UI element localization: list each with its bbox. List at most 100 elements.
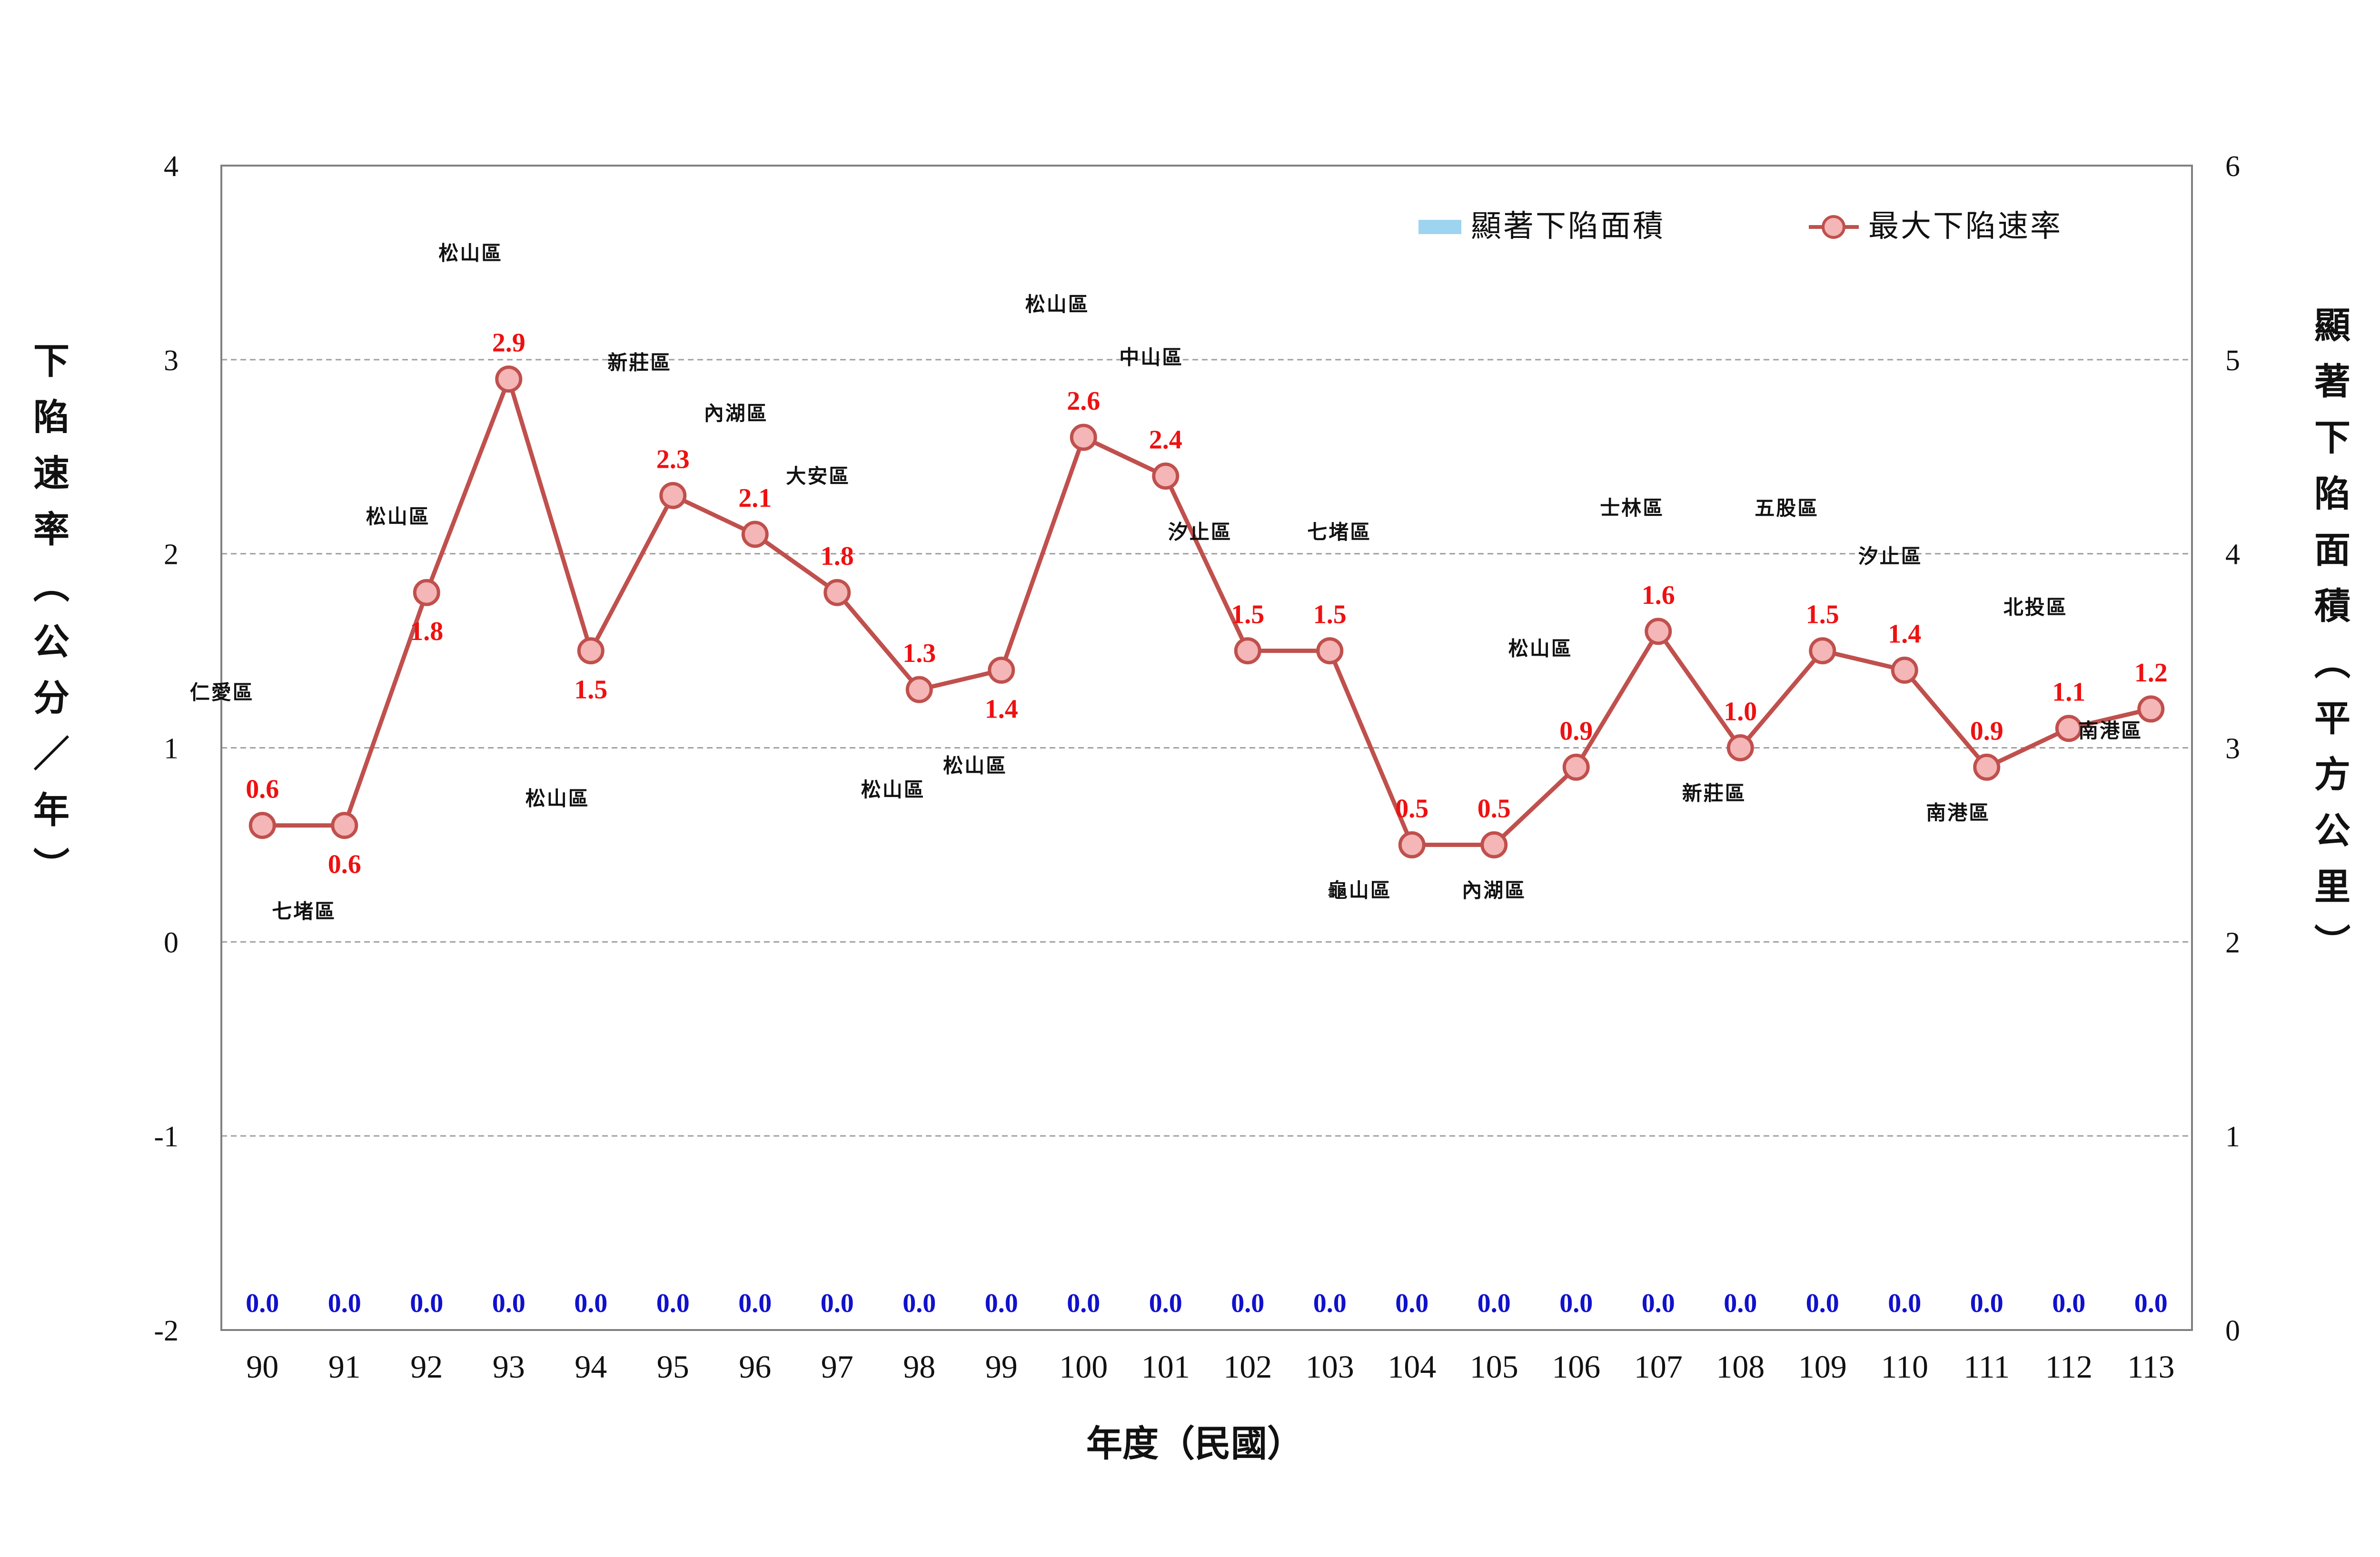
district-label: 汐止區 [1168,522,1232,544]
right-axis-title: 顯著下陷面積︵平方公里︶ [2314,306,2350,964]
district-label: 松山區 [1025,294,1090,316]
area-value-label: 0.0 [1559,1289,1593,1318]
rate-point [1234,637,1261,665]
area-value-label: 0.0 [1067,1289,1100,1318]
rate-point [248,812,276,839]
x-tick-label: 113 [2127,1349,2174,1385]
rate-value-label: 1.5 [1806,600,1839,630]
y2-tick-label: 2 [2225,926,2240,959]
x-axis-title: 年度（民國） [1086,1424,1303,1464]
area-value-label: 0.0 [1149,1289,1182,1318]
area-value-label: 0.0 [2052,1289,2085,1318]
area-value-label: 0.0 [1806,1289,1839,1318]
y2-tick-label: 6 [2225,150,2240,183]
rate-value-label: 1.2 [2134,658,2168,688]
district-label: 松山區 [1508,638,1573,660]
rate-point [1070,424,1097,451]
x-tick-label: 105 [1470,1349,1518,1385]
rate-value-label: 1.8 [821,542,854,571]
y-tick-label: -2 [154,1315,178,1347]
rate-point [413,579,440,606]
rate-value-label: 2.6 [1067,386,1100,416]
y2-tick-label: 0 [2225,1315,2240,1347]
rate-point [823,579,851,606]
district-label: 南港區 [1926,802,1990,824]
x-tick-label: 101 [1141,1349,1190,1385]
y-tick-label: 1 [164,733,178,765]
legend-rate-marker [1822,215,1845,239]
district-label: 龜山區 [1328,879,1392,902]
area-value-label: 0.0 [656,1289,690,1318]
rate-point [1973,753,2001,781]
district-label: 士林區 [1600,497,1664,520]
rate-value-label: 0.6 [328,850,361,879]
y2-tick-label: 5 [2225,345,2240,377]
rate-line [262,377,2152,847]
district-label: 南港區 [2078,720,2142,742]
x-tick-label: 91 [328,1349,361,1385]
x-tick-label: 99 [985,1349,1018,1385]
area-value-label: 0.0 [410,1289,443,1318]
area-value-label: 0.0 [246,1289,279,1318]
plot-area [220,165,2193,1331]
x-tick-label: 110 [1881,1349,1928,1385]
rate-point [1809,637,1836,665]
rate-point [577,637,605,665]
rate-value-label: 0.9 [1970,716,2003,746]
x-tick-label: 104 [1388,1349,1436,1385]
x-tick-label: 111 [1964,1349,2010,1385]
rate-value-label: 1.4 [985,694,1018,724]
rate-value-label: 2.3 [656,444,690,474]
area-value-label: 0.0 [1724,1289,1757,1318]
x-tick-label: 100 [1059,1349,1108,1385]
district-label: 松山區 [366,506,430,528]
district-label: 仁愛區 [190,682,254,704]
district-label: 松山區 [438,243,503,265]
rate-value-label: 1.0 [1724,697,1757,727]
area-value-label: 0.0 [1478,1289,1511,1318]
area-value-label: 0.0 [1642,1289,1675,1318]
district-label: 七堵區 [272,901,336,923]
district-label: 北投區 [2003,597,2068,619]
rate-point [988,656,1015,684]
x-tick-label: 94 [575,1349,607,1385]
left-axis-ticks: 4 3 2 1 0 -1 -2 [154,150,178,1347]
rate-value-label: 0.9 [1559,716,1593,746]
x-tick-label: 108 [1716,1349,1765,1385]
district-label: 七堵區 [1307,522,1371,544]
y-tick-label: 0 [164,926,178,959]
y2-tick-label: 1 [2225,1121,2240,1153]
district-labels: 仁愛區七堵區松山區松山區松山區新莊區內湖區大安區松山區松山區松山區中山區汐止區七… [190,243,2142,923]
area-value-label: 0.0 [492,1289,526,1318]
area-value-label: 0.0 [985,1289,1018,1318]
x-tick-label: 109 [1798,1349,1847,1385]
district-label: 新莊區 [607,352,672,374]
area-value-label: 0.0 [902,1289,936,1318]
rate-value-label: 1.3 [902,639,936,668]
x-axis-ticks: 90 91 92 93 94 95 96 97 98 99 100 101 102 103 104 105 10… [246,1349,2174,1385]
rate-value-label: 1.8 [410,617,443,646]
rate-value-label: 2.4 [1149,425,1182,455]
district-label: 內湖區 [704,403,768,425]
y-tick-label: -1 [154,1121,178,1153]
x-tick-label: 102 [1223,1349,1272,1385]
x-tick-label: 97 [821,1349,853,1385]
rate-point [495,365,523,393]
area-value-label: 0.0 [1395,1289,1428,1318]
rate-value-label: 1.4 [1888,619,1921,649]
district-label: 五股區 [1755,498,1819,520]
rate-point [1891,656,1918,684]
x-tick-label: 96 [739,1349,771,1385]
rate-point [2137,695,2165,723]
area-value-label: 0.0 [738,1289,772,1318]
area-value-labels: 0.0 0.0 0.0 0.0 0.0 0.0 0.0 0.0 0.0 0.0 0.0 0.0 0.0 0… [246,1289,2168,1318]
rate-point [331,812,358,839]
x-tick-label: 107 [1634,1349,1683,1385]
x-tick-label: 106 [1552,1349,1600,1385]
rate-point [1152,463,1180,490]
district-label: 松山區 [943,755,1007,777]
legend-area-label: 顯著下陷面積 [1471,209,1665,243]
rate-value-label: 1.5 [1313,600,1347,630]
rate-value-label: 0.5 [1395,794,1428,823]
